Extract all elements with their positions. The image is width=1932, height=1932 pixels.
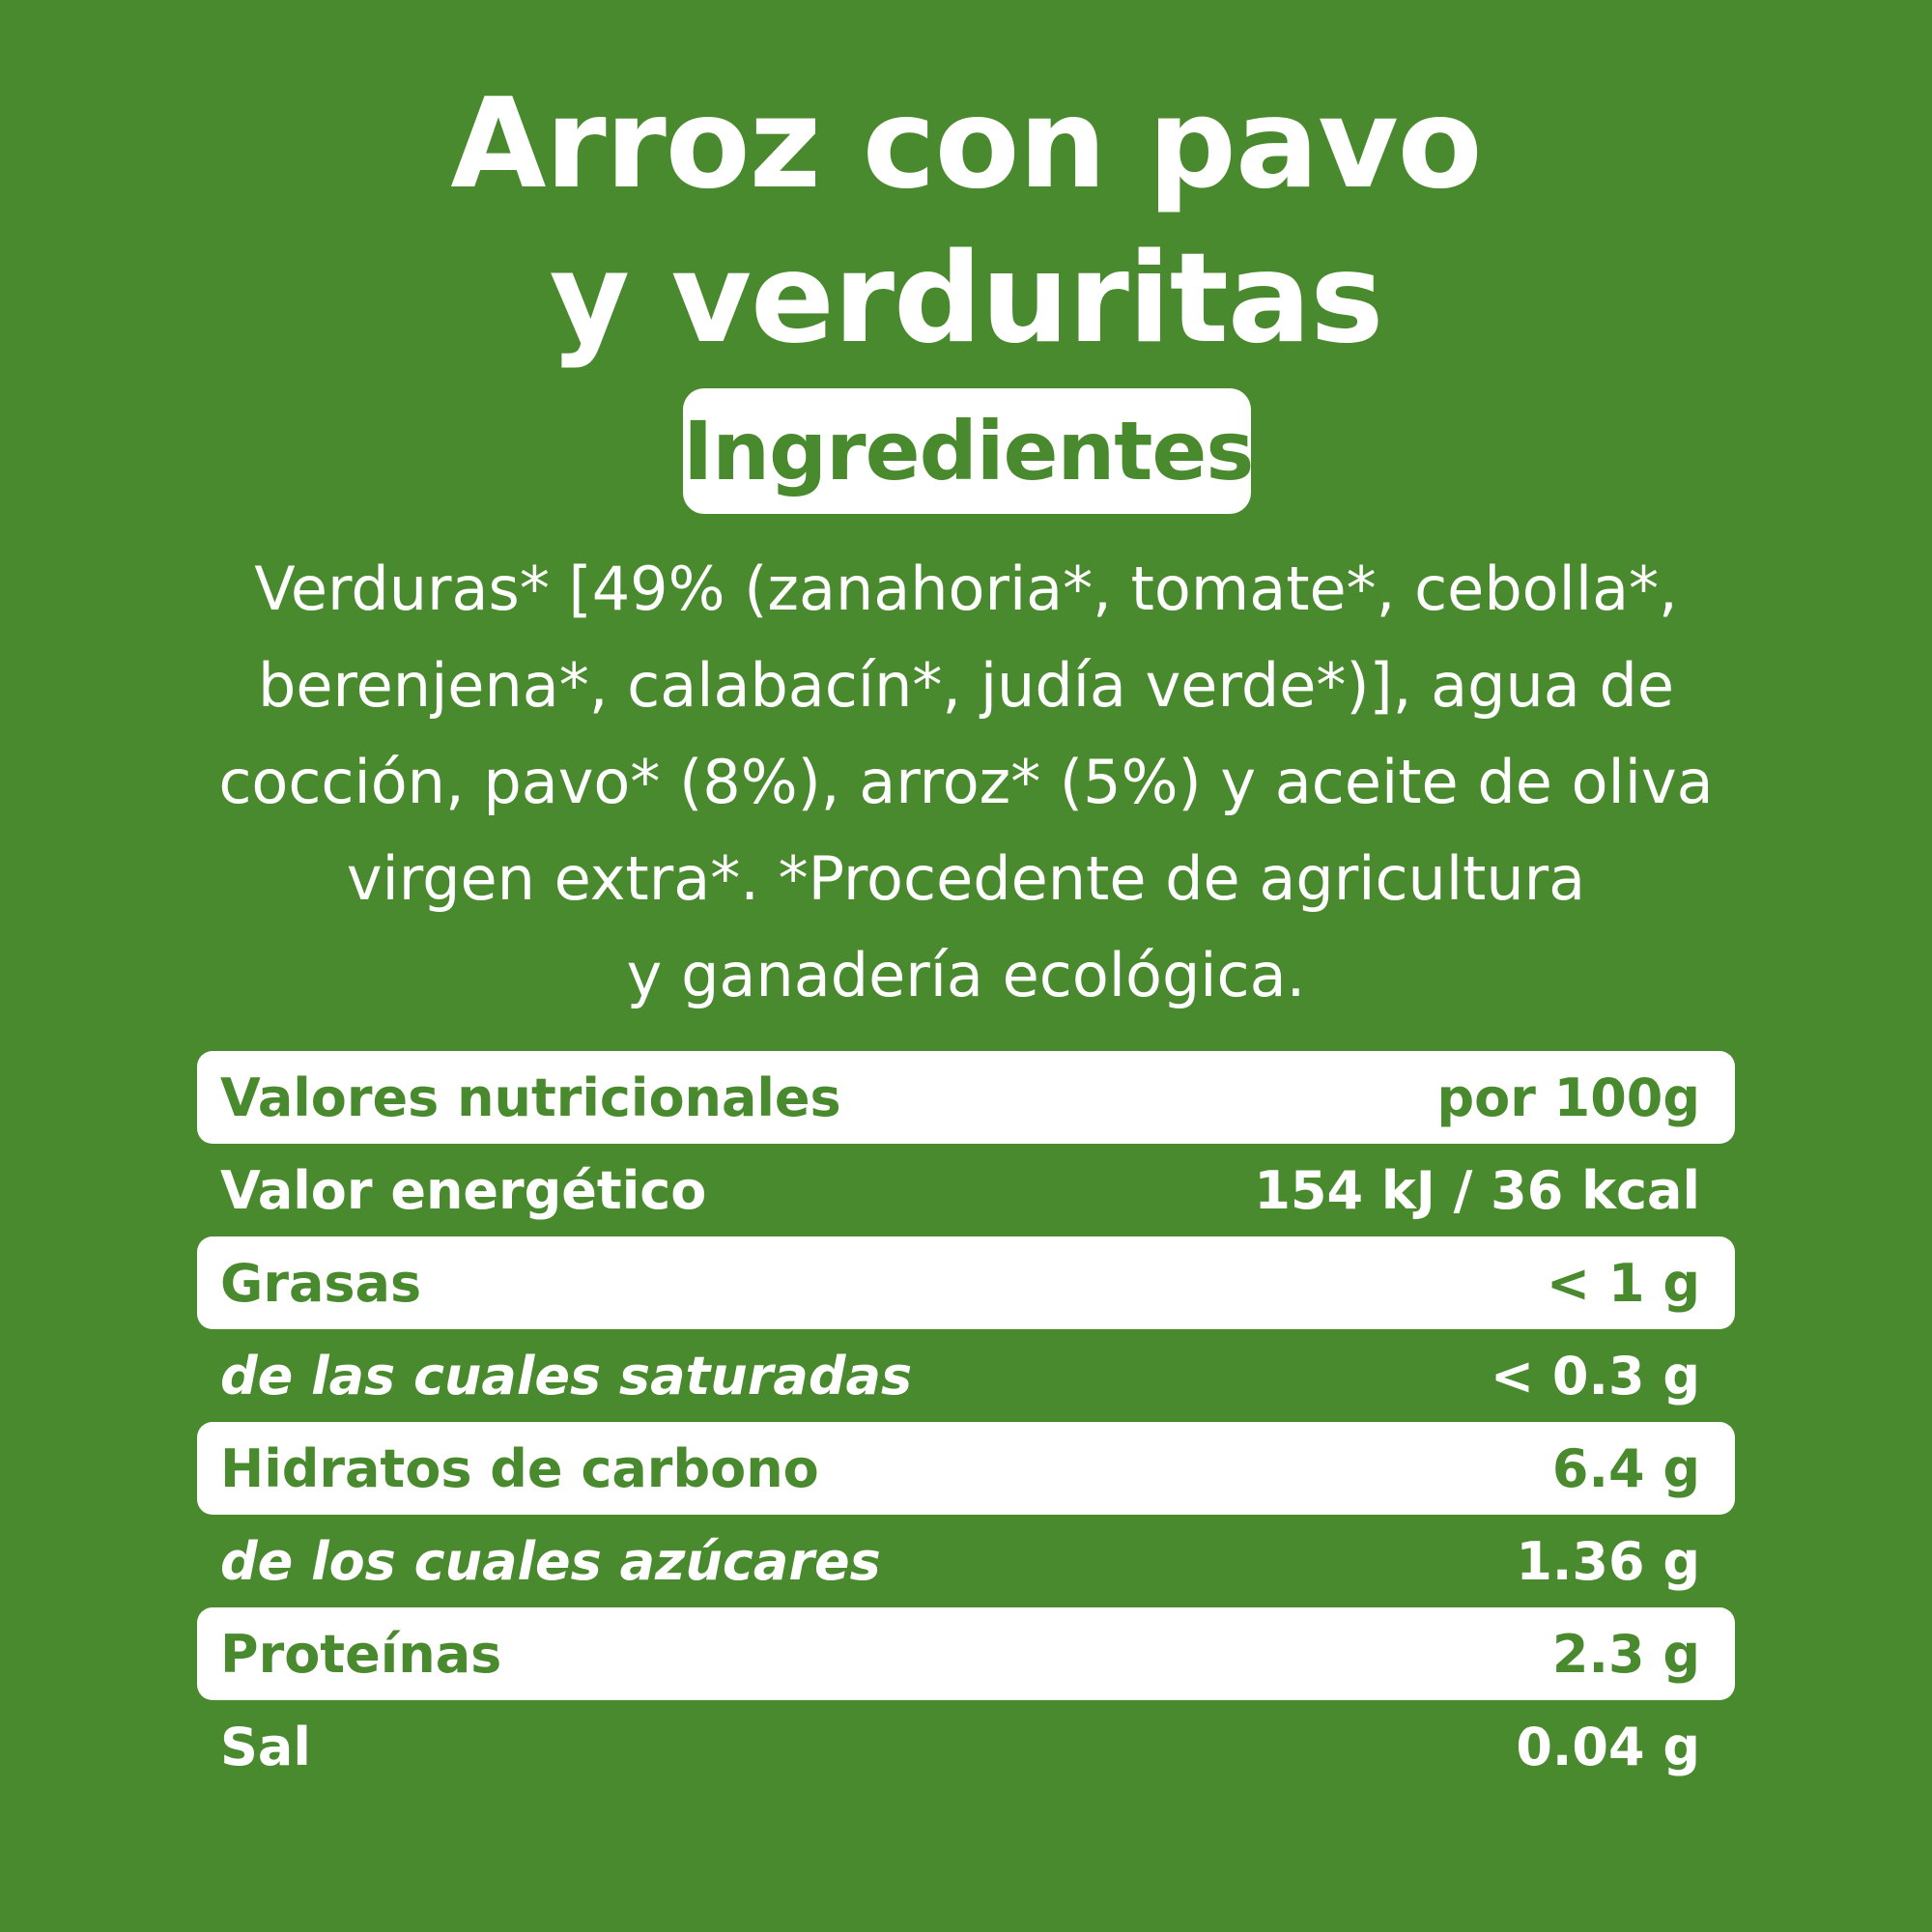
nutrition-label-protein: Proteínas bbox=[220, 1623, 502, 1685]
nutrition-table: Valores nutricionales por 100g Valor ene… bbox=[197, 1051, 1735, 1793]
nutrition-header-label: Valores nutricionales bbox=[220, 1066, 841, 1128]
nutrition-row-salt: Sal 0.04 g bbox=[197, 1700, 1735, 1793]
ingredients-line: virgen extra*. *Procedente de agricultur… bbox=[346, 843, 1586, 914]
ingredients-text: Verduras* [49% (zanahoria*, tomate*, ceb… bbox=[193, 541, 1739, 1024]
ingredients-line: Verduras* [49% (zanahoria*, tomate*, ceb… bbox=[254, 554, 1678, 624]
nutrition-row-energy: Valor energético 154 kJ / 36 kcal bbox=[197, 1144, 1735, 1236]
nutrition-value-saturated: < 0.3 g bbox=[1490, 1345, 1700, 1406]
ingredients-line: berenjena*, calabacín*, judía verde*)], … bbox=[258, 650, 1674, 721]
nutrition-value-fat: < 1 g bbox=[1546, 1252, 1700, 1314]
nutrition-row-saturated: de las cuales saturadas < 0.3 g bbox=[197, 1329, 1735, 1422]
nutrition-row-carbs: Hidratos de carbono 6.4 g bbox=[197, 1422, 1735, 1515]
nutrition-label-sugars: de los cuales azúcares bbox=[220, 1530, 881, 1592]
nutrition-value-sugars: 1.36 g bbox=[1516, 1530, 1700, 1592]
nutrition-header-row: Valores nutricionales por 100g bbox=[197, 1051, 1735, 1144]
nutrition-label-salt: Sal bbox=[220, 1716, 311, 1777]
nutrition-value-protein: 2.3 g bbox=[1551, 1623, 1700, 1685]
nutrition-label-energy: Valor energético bbox=[220, 1159, 707, 1221]
nutrition-label-saturated: de las cuales saturadas bbox=[220, 1345, 913, 1406]
nutrition-row-sugars: de los cuales azúcares 1.36 g bbox=[197, 1515, 1735, 1607]
product-title: Arroz con pavo y verduritas bbox=[0, 68, 1932, 377]
product-title-line-1: Arroz con pavo bbox=[450, 72, 1482, 216]
nutrition-header-value: por 100g bbox=[1436, 1066, 1700, 1128]
product-title-line-2: y verduritas bbox=[549, 227, 1384, 371]
nutrition-value-energy: 154 kJ / 36 kcal bbox=[1254, 1159, 1700, 1221]
ingredients-line: cocción, pavo* (8%), arroz* (5%) y aceit… bbox=[218, 747, 1714, 817]
nutrition-label-carbs: Hidratos de carbono bbox=[220, 1437, 819, 1499]
nutrition-label-fat: Grasas bbox=[220, 1252, 422, 1314]
nutrition-row-fat: Grasas < 1 g bbox=[197, 1236, 1735, 1329]
nutrition-row-protein: Proteínas 2.3 g bbox=[197, 1607, 1735, 1700]
nutrition-value-salt: 0.04 g bbox=[1516, 1716, 1700, 1777]
ingredients-badge: Ingredientes bbox=[683, 388, 1254, 514]
nutrition-value-carbs: 6.4 g bbox=[1551, 1437, 1700, 1499]
ingredients-line: y ganadería ecológica. bbox=[626, 940, 1306, 1010]
